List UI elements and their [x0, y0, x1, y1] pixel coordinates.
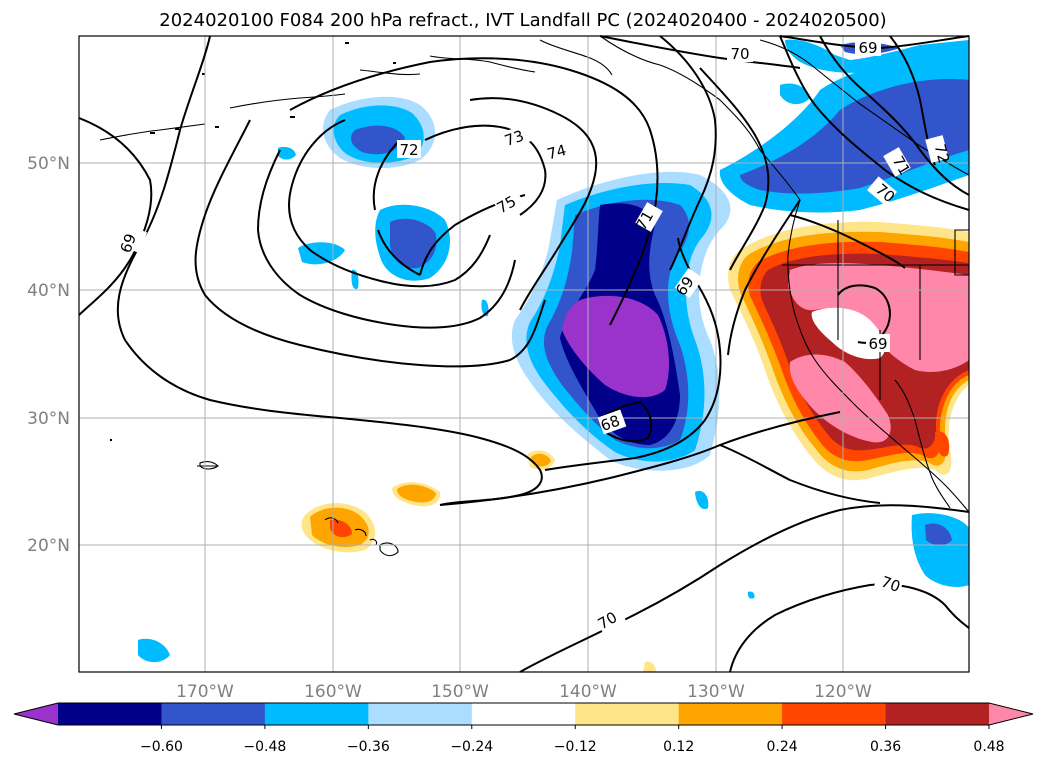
contour-label: 70	[730, 45, 749, 63]
negative-pc-region	[511, 171, 731, 471]
lat-label: 30°N	[27, 409, 70, 429]
lon-label: 160°W	[304, 682, 362, 702]
contour-label-bg	[855, 38, 881, 56]
contour-label: 74	[545, 141, 568, 163]
lat-label: 50°N	[27, 154, 70, 174]
contour-label-bg	[594, 604, 626, 634]
lon-label: 150°W	[431, 682, 489, 702]
contour-label-bg	[883, 147, 911, 177]
contour-label: 69	[117, 231, 140, 255]
colorbar-segment	[58, 703, 162, 725]
small-negative-blobs	[138, 96, 969, 663]
contour-label-bg	[866, 334, 890, 352]
lon-label: 170°W	[176, 682, 234, 702]
colorbar-tick-label: −0.12	[554, 739, 597, 755]
northern-negative-band	[719, 39, 969, 213]
contour-label: 73	[502, 127, 526, 150]
contour-label-bg	[597, 409, 627, 435]
aleutian-islands	[110, 42, 396, 441]
lat-label: 20°N	[27, 536, 70, 556]
contour-label: 68	[598, 412, 622, 435]
colorbar-segment	[678, 703, 783, 725]
contour-label-bg	[500, 124, 532, 150]
small-positive-blobs	[301, 450, 656, 672]
colorbar-outline	[13, 702, 1034, 726]
contour-label-bg	[925, 135, 949, 163]
colorbar-extend-min	[14, 703, 58, 725]
gridlines	[79, 36, 969, 672]
contour-label-bg	[397, 140, 421, 158]
colorbar-segment	[575, 703, 680, 725]
lon-label: 130°W	[687, 682, 745, 702]
contour-label-bg	[118, 224, 148, 254]
colorbar-extend-max	[989, 703, 1033, 725]
contour-label: 69	[868, 335, 887, 353]
longitude-labels: 170°W 160°W 150°W 140°W 130°W 120°W	[176, 682, 872, 702]
contour-label: 72	[931, 142, 953, 165]
map-title: 2024020100 F084 200 hPa refract., IVT La…	[159, 10, 886, 31]
contour-label-bg	[493, 188, 525, 218]
map-panel: 69 72 73 74 75 70 69 71 69 70 72 71 69	[78, 35, 970, 673]
colorbar-segments	[58, 703, 990, 725]
contour-label-bg	[674, 268, 704, 298]
colorbar-tick-label: 0.12	[663, 739, 694, 755]
contour-label-bg	[635, 202, 663, 232]
contour-label: 72	[399, 141, 418, 159]
colorbar-tick-label: 0.24	[767, 739, 798, 755]
colorbar-tick-label: −0.36	[347, 739, 390, 755]
colorbar-tick-label: −0.60	[140, 739, 183, 755]
contour-label-bg	[727, 44, 753, 62]
contour-label-bg	[867, 176, 897, 206]
colorbar-tick-label: 0.48	[973, 739, 1004, 755]
colorbar-segment	[885, 703, 990, 725]
lat-label: 40°N	[27, 281, 70, 301]
colorbar-tick-label: 0.36	[870, 739, 901, 755]
colorbar-segment	[161, 703, 266, 725]
positive-pc-region	[728, 221, 969, 481]
contour-label: 70	[879, 573, 903, 596]
contour-label-bg	[873, 570, 905, 596]
colorbar-segment	[368, 703, 473, 725]
map-frame	[78, 35, 970, 673]
colorbar-ticks: −0.60 −0.48 −0.36 −0.24 −0.12 0.12 0.24 0.36 0.4…	[140, 725, 1005, 755]
colorbar-segment	[264, 703, 369, 725]
colorbar-tick-label: −0.24	[450, 739, 493, 755]
latitude-labels: 50°N 40°N 30°N 20°N	[27, 154, 70, 556]
colorbar-segment	[782, 703, 887, 725]
contour-label: 69	[858, 39, 877, 57]
lon-label: 120°W	[814, 682, 872, 702]
colorbar: −0.60 −0.48 −0.36 −0.24 −0.12 0.12 0.24 0.36 0.4…	[13, 702, 1034, 755]
lon-label: 140°W	[559, 682, 617, 702]
colorbar-segment	[471, 703, 576, 725]
contour-label-bg	[543, 138, 573, 164]
colorbar-tick-label: −0.48	[243, 739, 286, 755]
